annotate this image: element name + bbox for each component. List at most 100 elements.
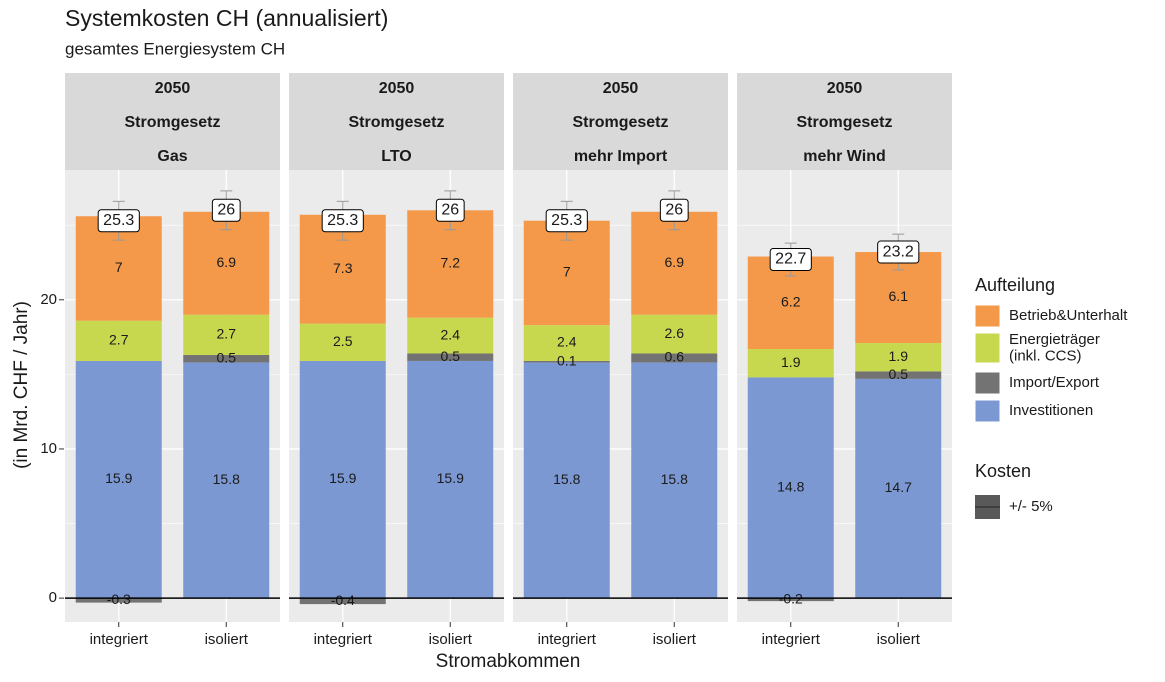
bar-segment: [299, 360, 386, 599]
bar-segment: [631, 362, 718, 599]
legend-key: [974, 304, 1001, 328]
segment-label: 6.1: [889, 288, 909, 304]
segment-label: 2.4: [557, 334, 577, 350]
facet-strip-label: mehr Import: [574, 148, 668, 165]
segment-label: 1.9: [781, 354, 801, 370]
legend-title: Aufteilung: [975, 275, 1055, 295]
bar-segment: [407, 353, 494, 361]
legend-label: Import/Export: [1009, 374, 1100, 391]
segment-label: 6.9: [665, 254, 685, 270]
x-tick-label: isoliert: [205, 631, 249, 648]
bar-segment: [523, 360, 610, 363]
segment-label: 2.7: [217, 326, 237, 342]
bar-segment: [747, 349, 834, 378]
bar-segment: [631, 353, 718, 363]
x-tick-label: isoliert: [429, 631, 473, 648]
bar-segment: [631, 314, 718, 354]
y-tick-label: 10: [40, 440, 57, 457]
facet-strip: [513, 73, 728, 170]
segment-label: 15.8: [661, 471, 688, 487]
segment-label: 7: [563, 264, 571, 280]
facet-strip-label: 2050: [827, 80, 863, 97]
bar-segment: [747, 598, 834, 602]
chart-title: Systemkosten CH (annualisiert): [65, 5, 388, 31]
total-label-box: [545, 209, 588, 233]
segment-label: 0.1: [557, 352, 577, 368]
facet-strip-label: Stromgesetz: [796, 114, 892, 131]
x-tick-label: integriert: [90, 631, 149, 648]
legend-title: Kosten: [975, 461, 1031, 481]
total-label: 26: [217, 201, 235, 218]
chart-subtitle: gesamtes Energiesystem CH: [65, 39, 285, 58]
facet-strip-label: 2050: [603, 80, 639, 97]
bar-segment: [183, 354, 270, 363]
bar-segment: [855, 371, 942, 379]
facet-strip-label: 2050: [379, 80, 415, 97]
legend-label: Betrieb&Unterhalt: [1009, 307, 1128, 324]
segment-label: 15.8: [553, 471, 580, 487]
segment-label: -0.3: [107, 591, 131, 607]
bar-segment: [747, 377, 834, 599]
segment-label: 7.2: [441, 255, 461, 271]
y-tick-label: 20: [40, 291, 57, 308]
total-label-box: [877, 240, 920, 264]
total-label: 23.2: [883, 243, 914, 260]
x-tick-label: integriert: [762, 631, 821, 648]
facet-strip-label: 2050: [155, 80, 191, 97]
segment-label: 2.5: [333, 333, 353, 349]
y-tick-label: 0: [49, 589, 57, 606]
segment-label: 1.9: [889, 348, 909, 364]
bar-segment: [75, 360, 162, 599]
segment-label: 0.5: [217, 349, 237, 365]
segment-label: 2.4: [441, 326, 461, 342]
y-axis-title: (in Mrd. CHF / Jahr): [11, 301, 32, 469]
x-tick-label: isoliert: [653, 631, 697, 648]
bar-segment: [523, 325, 610, 361]
segment-label: 0.5: [889, 366, 909, 382]
total-label-box: [97, 209, 140, 233]
segment-label: -0.4: [331, 592, 355, 608]
legend-key: [974, 399, 1001, 423]
segment-label: 0.5: [441, 348, 461, 364]
segment-label: 2.7: [109, 332, 129, 348]
legend-label: +/- 5%: [1009, 498, 1053, 515]
segment-label: 15.9: [437, 470, 464, 486]
bar-segment: [855, 378, 942, 599]
bar-segment: [855, 343, 942, 372]
bar-segment: [523, 362, 610, 599]
segment-label: 2.6: [665, 325, 685, 341]
legend-key: [974, 332, 1001, 364]
segment-label: 14.7: [885, 479, 912, 495]
segment-label: 6.2: [781, 293, 801, 309]
bar-segment: [183, 314, 270, 355]
legend-label: Energieträger (inkl. CCS): [1009, 331, 1100, 365]
facet-strip-label: Stromgesetz: [348, 114, 444, 131]
bar-segment: [299, 323, 386, 361]
facet-strip-label: LTO: [381, 148, 412, 165]
facet-strip: [737, 73, 952, 170]
segment-label: 0.6: [665, 349, 685, 365]
bar-segment: [407, 360, 494, 599]
total-label: 25.3: [327, 212, 358, 229]
legend-label: Investitionen: [1009, 402, 1093, 419]
x-tick-label: isoliert: [877, 631, 921, 648]
segment-label: 7: [115, 259, 123, 275]
total-label: 25.3: [103, 212, 134, 229]
total-label-box: [659, 198, 689, 222]
facet-strip-label: Gas: [157, 148, 187, 165]
bar-segment: [183, 362, 270, 599]
total-label-box: [769, 248, 812, 272]
segment-label: 15.9: [105, 470, 132, 486]
total-label-box: [211, 198, 241, 222]
total-label: 26: [665, 201, 683, 218]
segment-label: 7.3: [333, 260, 353, 276]
x-tick-label: integriert: [314, 631, 373, 648]
bar-segment: [75, 598, 162, 603]
bar-segment: [407, 317, 494, 354]
x-axis-title: Stromabkommen: [436, 651, 581, 672]
facet-strip: [289, 73, 504, 170]
segment-label: 6.9: [217, 254, 237, 270]
total-label: 25.3: [551, 212, 582, 229]
bar-segment: [75, 320, 162, 361]
